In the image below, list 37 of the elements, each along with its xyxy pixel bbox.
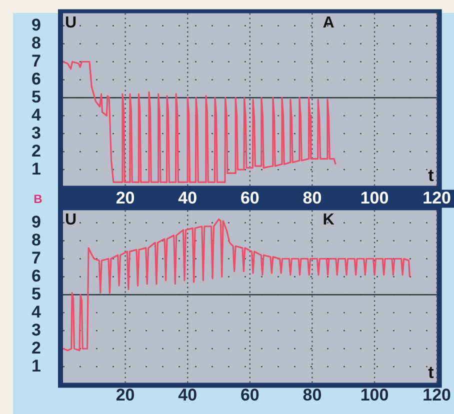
x-tick-label: 40 bbox=[178, 386, 198, 405]
x-tick-label: 20 bbox=[116, 188, 135, 208]
x-tick-label: 60 bbox=[240, 188, 260, 208]
x-tick-label: 100 bbox=[360, 386, 389, 405]
chart-title: K bbox=[322, 212, 335, 229]
x-axis-title: t bbox=[428, 362, 434, 382]
x-tick-label: 120 bbox=[422, 188, 452, 208]
x-tick-label: 80 bbox=[302, 188, 322, 208]
x-tick-label: 60 bbox=[240, 386, 260, 405]
y-tick-label: 2 bbox=[32, 338, 41, 358]
y-axis-title: U bbox=[65, 14, 77, 32]
x-tick-label: 80 bbox=[302, 386, 322, 405]
y-tick-label: 9 bbox=[32, 15, 41, 34]
chart-title: A bbox=[322, 14, 335, 32]
y-tick-label: 1 bbox=[32, 356, 41, 376]
y-axis-title: U bbox=[65, 212, 77, 229]
x-tick-label: 100 bbox=[360, 188, 389, 208]
y-tick-label: 9 bbox=[32, 212, 41, 232]
y-tick-label: 1 bbox=[32, 159, 41, 178]
y-tick-label: 6 bbox=[32, 266, 41, 286]
y-tick-label: 4 bbox=[32, 302, 42, 322]
y-tick-label: 6 bbox=[32, 69, 41, 88]
y-tick-label: 4 bbox=[32, 105, 42, 124]
y-tick-label: 7 bbox=[32, 51, 41, 70]
x-tick-label: 40 bbox=[178, 188, 198, 208]
y-tick-label: 5 bbox=[32, 284, 41, 304]
y-tick-label: 7 bbox=[32, 248, 41, 268]
y-tick-label: 8 bbox=[32, 33, 41, 52]
x-axis-title: t bbox=[428, 166, 434, 185]
y-tick-label: 2 bbox=[32, 141, 41, 160]
y-tick-label: 3 bbox=[32, 123, 41, 142]
text: B bbox=[34, 192, 43, 206]
y-tick-label: 3 bbox=[32, 320, 41, 340]
x-tick-label: 20 bbox=[116, 386, 135, 405]
y-tick-label: 5 bbox=[32, 87, 41, 106]
y-tick-label: 8 bbox=[32, 230, 41, 250]
x-tick-label: 120 bbox=[422, 386, 452, 405]
